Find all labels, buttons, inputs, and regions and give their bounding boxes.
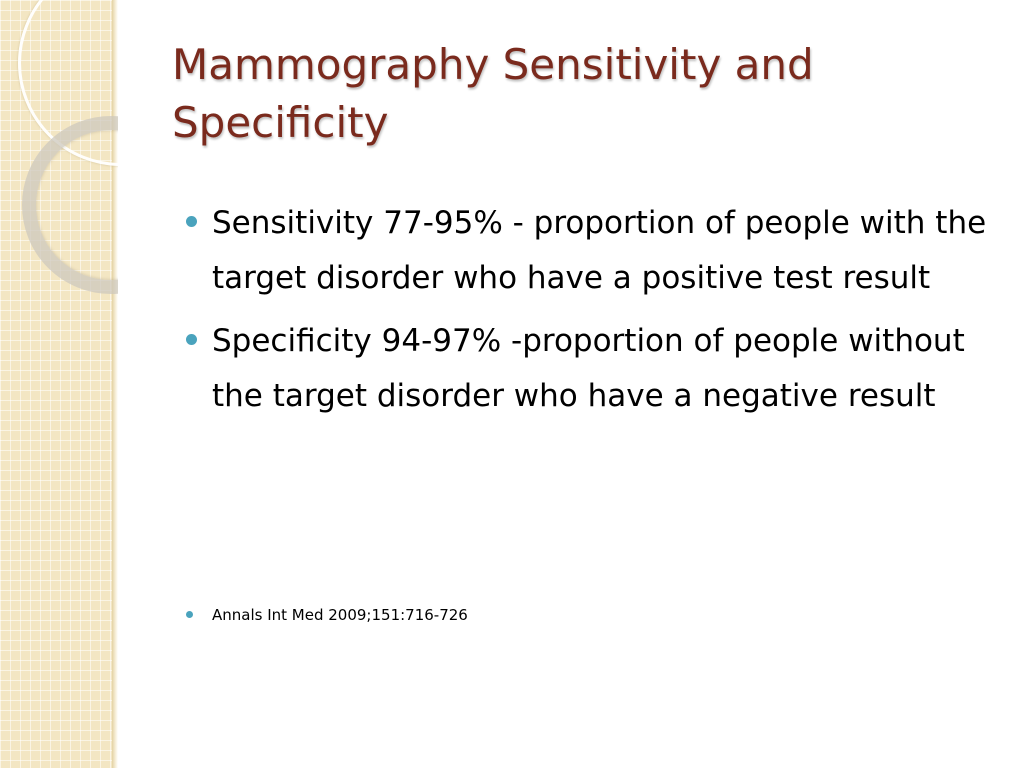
bullet-text: Sensitivity 77-95% - proportion of peopl… [212,205,987,296]
bullet-list: Sensitivity 77-95% - proportion of peopl… [186,196,996,432]
bullet-dot-icon [186,611,193,618]
decorative-rings [0,0,118,768]
reference-citation: Annals Int Med 2009;151:716-726 [186,604,468,626]
bullet-item-specificity: Specificity 94-97% -proportion of people… [186,314,996,424]
reference-text: Annals Int Med 2009;151:716-726 [212,606,468,624]
slide-title: Mammography Sensitivity and Specificity [172,40,814,147]
bullet-item-sensitivity: Sensitivity 77-95% - proportion of peopl… [186,196,996,306]
bullet-dot-icon [186,216,197,227]
bullet-dot-icon [186,334,197,345]
bullet-text: Specificity 94-97% -proportion of people… [212,323,965,414]
side-band-edge [112,0,118,768]
decorative-ring-icon [22,116,118,294]
